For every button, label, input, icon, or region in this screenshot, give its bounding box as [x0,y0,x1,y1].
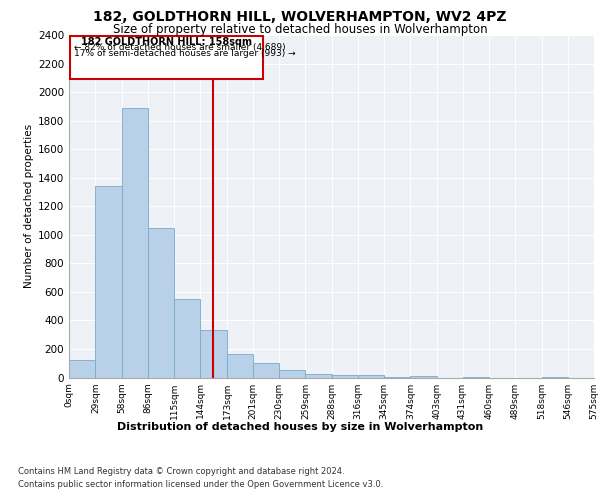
Bar [410,376,437,378]
Bar [463,377,489,378]
Text: Contains HM Land Registry data © Crown copyright and database right 2024.: Contains HM Land Registry data © Crown c… [18,468,344,476]
Text: 182 GOLDTHORN HILL: 158sqm: 182 GOLDTHORN HILL: 158sqm [81,38,252,48]
Text: 17% of semi-detached houses are larger (993) →: 17% of semi-detached houses are larger (… [74,48,296,58]
Bar [305,374,332,378]
Bar [384,377,410,378]
Bar [148,228,174,378]
Bar [332,374,358,378]
Y-axis label: Number of detached properties: Number of detached properties [24,124,34,288]
Bar [174,299,200,378]
FancyBboxPatch shape [70,36,263,78]
Bar [69,360,95,378]
Bar [95,186,122,378]
Bar [122,108,148,378]
Text: Contains public sector information licensed under the Open Government Licence v3: Contains public sector information licen… [18,480,383,489]
Bar [358,376,384,378]
Text: 182, GOLDTHORN HILL, WOLVERHAMPTON, WV2 4PZ: 182, GOLDTHORN HILL, WOLVERHAMPTON, WV2 … [93,10,507,24]
Bar [542,377,568,378]
Bar [279,370,305,378]
Text: Distribution of detached houses by size in Wolverhampton: Distribution of detached houses by size … [117,422,483,432]
Bar [253,363,279,378]
Text: ← 82% of detached houses are smaller (4,689): ← 82% of detached houses are smaller (4,… [74,43,286,52]
Bar [200,330,227,378]
Bar [227,354,253,378]
Text: Size of property relative to detached houses in Wolverhampton: Size of property relative to detached ho… [113,22,487,36]
